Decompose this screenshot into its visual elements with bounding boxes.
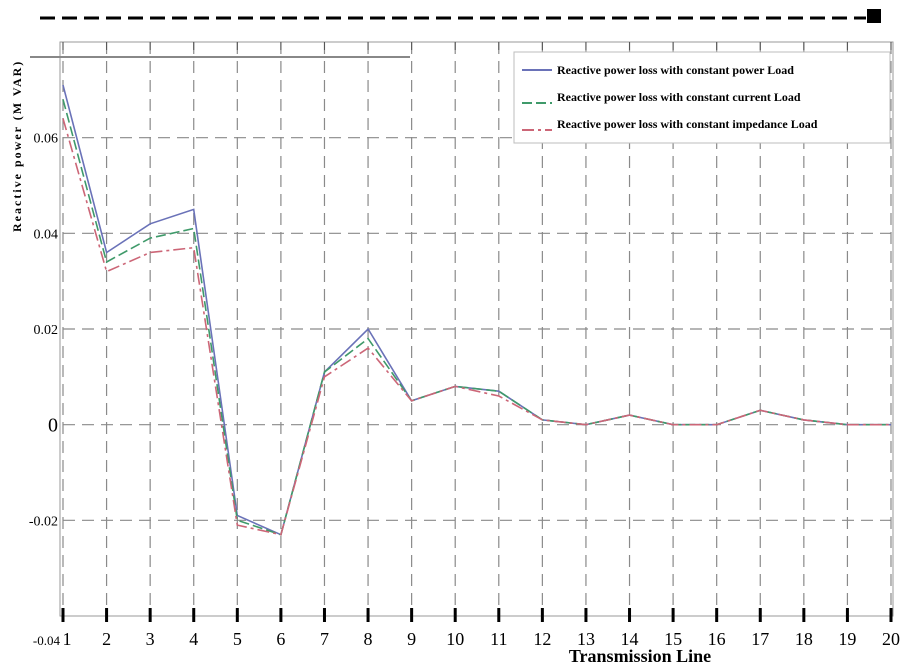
x-axis-title: Transmission Line [569, 646, 711, 666]
series-line [62, 99, 891, 536]
x-tick-label: 20 [882, 629, 900, 649]
legend-label: Reactive power loss with constant power … [557, 63, 794, 77]
x-tick-label: 11 [490, 629, 507, 649]
x-tick-label: 2 [102, 629, 111, 649]
top-square-marker [867, 9, 881, 23]
y-axis: -0.04 -0.02 0 0.02 0.04 0.06 [29, 132, 61, 648]
x-tick-label: 19 [838, 629, 856, 649]
x-tick-label: 1 [63, 629, 72, 649]
x-tick-label: 15 [664, 629, 682, 649]
legend: Reactive power loss with constant power … [513, 51, 891, 144]
x-tick-label: 6 [276, 629, 285, 649]
y-tick-label: 0.06 [34, 132, 59, 147]
x-tick-label: 5 [233, 629, 242, 649]
y-tick-label: 0.02 [34, 323, 59, 338]
x-tick-label: 8 [364, 629, 373, 649]
series-lines [62, 84, 891, 536]
y-tick-label: -0.02 [29, 514, 58, 529]
y-tick-label: 0 [48, 415, 58, 437]
x-tick-label: 9 [407, 629, 416, 649]
origin-label: -0.04 [33, 633, 61, 648]
x-tick-label: 17 [751, 629, 769, 649]
x-tick-label: 3 [146, 629, 155, 649]
x-tick-label: 14 [621, 629, 639, 649]
x-tick-label: 7 [320, 629, 329, 649]
x-tick-label: 16 [708, 629, 726, 649]
x-tick-label: 13 [577, 629, 595, 649]
x-tick-label: 12 [533, 629, 551, 649]
legend-label: Reactive power loss with constant impeda… [557, 117, 818, 131]
legend-box [513, 51, 891, 144]
y-tick-label: 0.04 [34, 227, 59, 242]
series-line [62, 118, 891, 536]
x-tick-label: 18 [795, 629, 813, 649]
x-tick-label: 10 [446, 629, 464, 649]
legend-label: Reactive power loss with constant curren… [557, 90, 801, 104]
x-tick-label: 4 [189, 629, 198, 649]
x-axis: 1 2 3 4 5 6 7 8 9 10 11 12 13 14 15 16 17 18 19 20 [61, 42, 900, 649]
y-axis-title: Reactive power (M VAR) [10, 60, 24, 232]
